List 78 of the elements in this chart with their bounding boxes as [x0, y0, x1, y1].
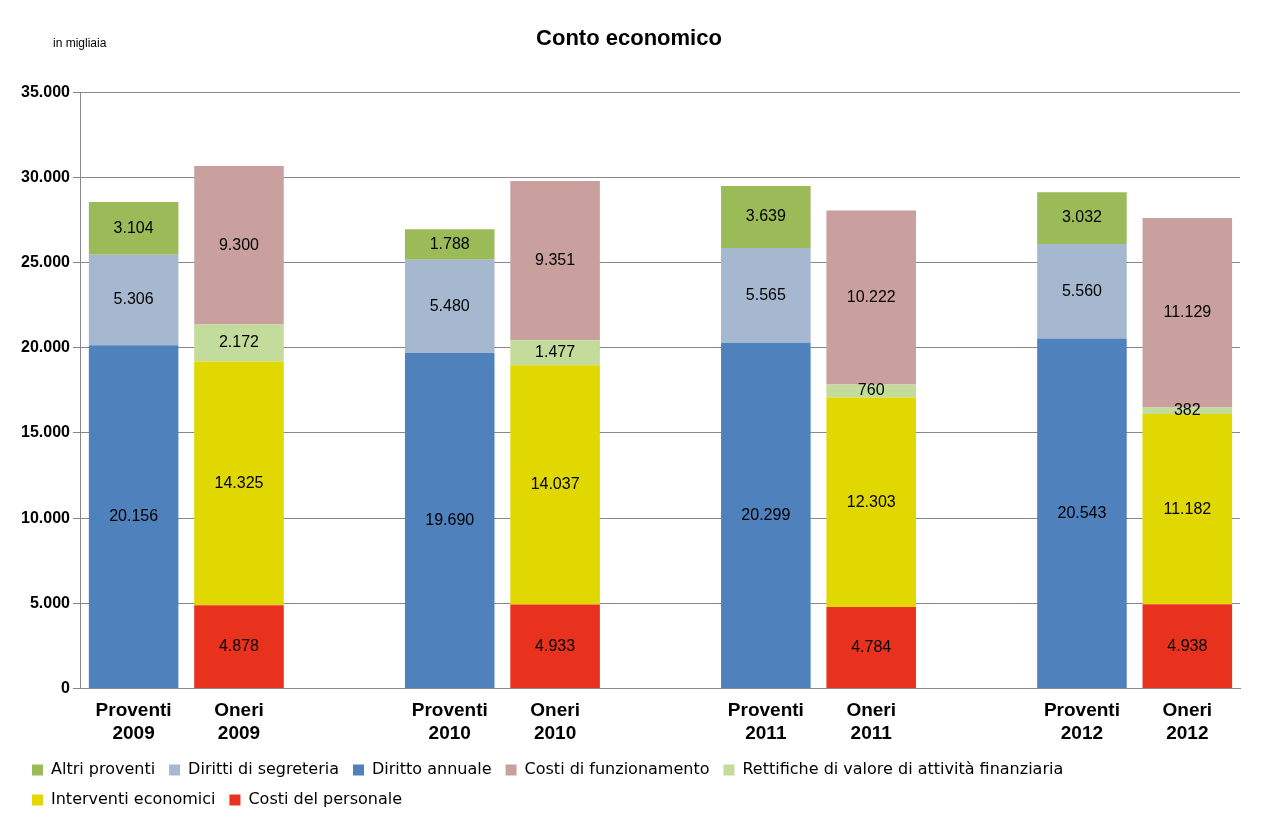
data-label: 10.222	[846, 287, 896, 305]
data-label: 5.560	[1061, 281, 1103, 299]
bar	[826, 397, 916, 607]
y-tick-label: 5.000	[29, 593, 71, 611]
legend-label: Costi del personale	[248, 789, 403, 809]
data-label: 20.299	[741, 505, 791, 523]
y-tick-label: 35.000	[21, 82, 71, 100]
data-label: 4.933	[535, 636, 576, 654]
x-tick-label: Proventi 2009	[95, 699, 172, 743]
data-label: 20.543	[1057, 503, 1107, 521]
bar	[1142, 604, 1233, 688]
bar	[404, 353, 495, 688]
data-label: 5.306	[113, 290, 154, 308]
bar	[1037, 192, 1127, 244]
text: in migliaia	[53, 36, 107, 50]
chart-title: Conto economico	[536, 25, 722, 51]
x-tick-label: Proventi 2012	[1043, 699, 1120, 743]
bar	[721, 186, 811, 248]
bar	[826, 606, 916, 688]
legend-label: Interventi economici	[51, 789, 216, 809]
bar	[194, 361, 284, 606]
x-tick-label: Oneri 2010	[530, 699, 580, 743]
data-label: 5.480	[429, 296, 470, 314]
data-label: 3.104	[113, 218, 154, 236]
y-tick-label: 0	[61, 678, 71, 696]
bar	[194, 605, 284, 688]
data-label: 20.156	[109, 506, 159, 524]
data-label: 3.639	[745, 207, 786, 225]
data-label: 4.878	[218, 637, 260, 655]
legend-label: Diritti di segreteria	[188, 759, 340, 779]
bar	[1037, 338, 1127, 688]
data-label: 11.182	[1163, 499, 1212, 517]
data-label: 382	[1173, 401, 1201, 419]
bar	[510, 604, 600, 688]
data-label: 760	[857, 381, 885, 399]
y-tick-label: 25.000	[21, 253, 71, 271]
legend-label: Diritto annuale	[372, 759, 492, 779]
bar	[510, 340, 600, 366]
bar	[721, 342, 811, 688]
data-label: 2.172	[218, 333, 260, 351]
y-tick-label: 15.000	[21, 423, 71, 441]
bar	[194, 324, 284, 362]
data-label: 19.690	[425, 510, 475, 528]
legend-label: Altri proventi	[51, 759, 156, 779]
data-label: 5.565	[745, 285, 786, 303]
bar	[826, 210, 916, 385]
bar	[510, 180, 600, 341]
bar	[510, 365, 600, 605]
bar	[88, 345, 179, 688]
data-label: 3.032	[1061, 208, 1103, 226]
data-label: 1.477	[535, 343, 576, 361]
y-tick-label: 30.000	[21, 167, 71, 185]
legend-label: Costi di funzionamento	[524, 759, 710, 779]
x-tick-label: Oneri 2011	[846, 699, 897, 743]
x-tick-label: Oneri 2009	[214, 699, 264, 743]
bar	[1037, 243, 1127, 339]
bar	[194, 166, 284, 325]
bar	[88, 201, 179, 255]
x-tick-label: Proventi 2011	[727, 699, 804, 743]
bar	[404, 259, 495, 354]
bar	[1142, 413, 1233, 605]
data-label: 9.300	[218, 235, 260, 253]
data-label: 14.325	[214, 473, 264, 491]
y-tick-label: 10.000	[21, 508, 71, 526]
y-tick-label: 20.000	[21, 338, 71, 356]
bar	[404, 229, 495, 260]
x-tick-label: Oneri 2012	[1162, 699, 1213, 743]
data-label: 4.938	[1167, 636, 1208, 654]
data-label: 1.788	[429, 234, 470, 252]
x-tick-label: Proventi 2010	[411, 699, 488, 743]
bar	[721, 247, 811, 343]
data-label: 11.129	[1163, 303, 1212, 321]
data-label: 9.351	[535, 251, 576, 269]
data-label: 14.037	[530, 475, 580, 493]
data-label: 12.303	[846, 492, 896, 510]
legend-label: Rettifiche di valore di attività finanziaria	[742, 759, 1064, 779]
bar	[88, 254, 179, 346]
data-label: 4.784	[851, 637, 892, 655]
